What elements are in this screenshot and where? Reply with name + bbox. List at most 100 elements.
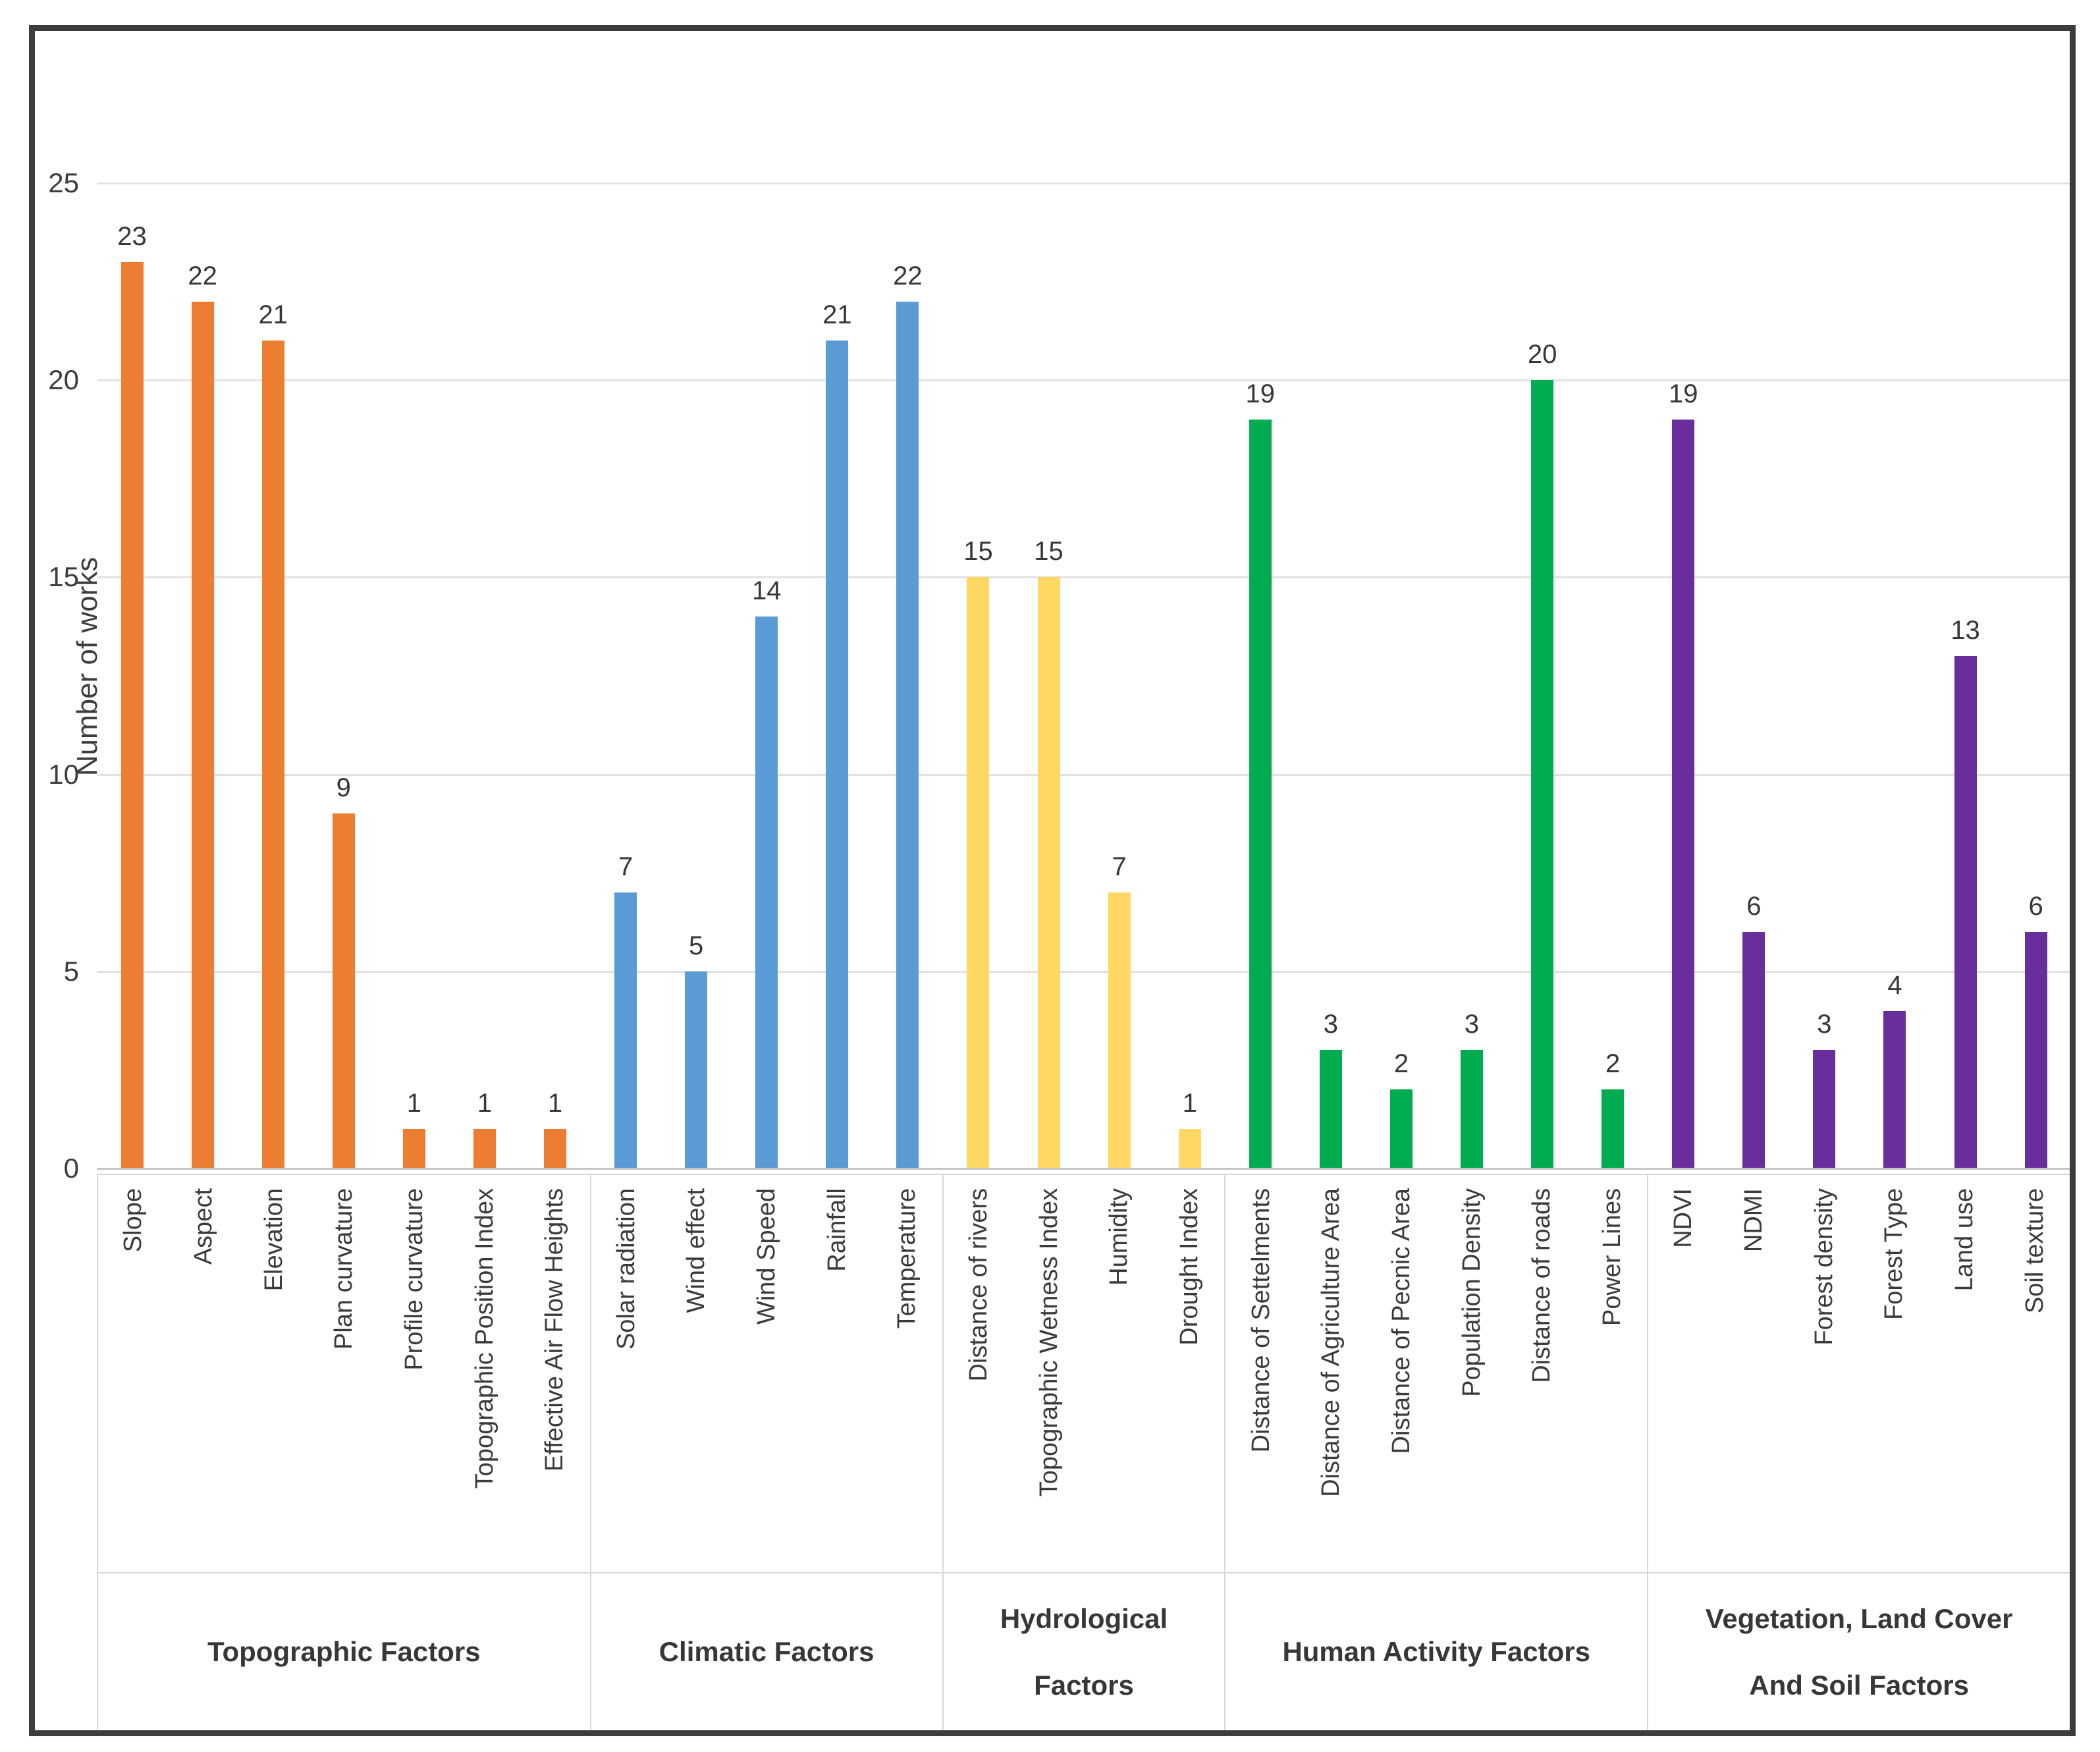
x-label-forest-type: Forest Type [1880,1188,1908,1320]
x-label-group-human-activity-factors: Distance of Settelments Distance of Agric… [1225,1175,1649,1572]
x-label-distance-of-pecnic-area: Distance of Pecnic Area [1387,1188,1415,1454]
bar-slot-soil-texture: 6 [2001,183,2071,1168]
x-axis-label-band: Slope Aspect Elevation Plan curvature Profil… [97,1174,2071,1572]
x-label-distance-of-rivers: Distance of rivers [965,1188,993,1382]
x-label-slot-elevation: Elevation [238,1188,309,1572]
bar-plan-curvature [332,813,355,1168]
category-hydrological-factors: Hydrological Factors [944,1574,1226,1731]
value-label-temperature: 22 [893,261,923,290]
x-label-humidity: Humidity [1105,1188,1133,1286]
bar-slot-slope: 23 [97,183,167,1168]
bar-slot-solar-radiation: 7 [591,183,661,1168]
x-label-distance-of-settelments: Distance of Settelments [1247,1188,1275,1453]
x-label-slot-population-density: Population Density [1436,1188,1507,1572]
x-label-slot-rainfall: Rainfall [801,1188,872,1572]
bar-slot-rainfall: 21 [802,183,873,1168]
bar-land-use [1954,656,1977,1168]
bar-distance-of-settelments [1249,420,1272,1168]
bar-population-density [1461,1050,1484,1168]
bar-elevation [261,341,284,1168]
x-label-slot-wind-effect: Wind effect [661,1188,732,1572]
value-label-distance-of-settelments: 19 [1245,379,1276,409]
gridline-20 [97,379,2071,382]
bar-slot-ndmi: 6 [1719,183,1789,1168]
value-label-distance-of-roads: 20 [1527,340,1557,370]
x-label-group-hydrological-factors: Distance of rivers Topographic Wetness In… [944,1175,1226,1572]
x-label-slot-distance-of-pecnic-area: Distance of Pecnic Area [1366,1188,1437,1572]
bar-profile-curvature [402,1129,425,1168]
x-label-slot-temperature: Temperature [872,1188,942,1572]
bar-effective-air-flow-heights [544,1129,566,1168]
bar-forest-type [1883,1010,1906,1168]
bar-slot-temperature: 22 [873,183,943,1168]
bar-humidity [1108,892,1131,1168]
bar-slot-wind-speed: 14 [732,183,802,1168]
value-label-slope: 23 [117,221,147,251]
bar-slot-topographic-position-index: 1 [449,183,520,1168]
category-vegetation-land-cover-and-soil-factors: Vegetation, Land Cover And Soil Factors [1648,1574,2070,1731]
category-label-text: Vegetation, Land Cover And Soil Factors [1705,1602,2013,1701]
bar-slot-ndvi: 19 [1648,183,1719,1168]
value-label-ndmi: 6 [1746,891,1762,921]
x-label-drought-index: Drought Index [1175,1188,1203,1346]
x-label-slot-land-use: Land use [1929,1188,2000,1572]
x-label-slot-topographic-position-index: Topographic Position Index [449,1188,520,1572]
category-label-text: Climatic Factors [659,1636,875,1668]
x-label-slot-soil-texture: Soil texture [1999,1188,2070,1572]
bar-temperature [896,301,919,1168]
bar-slot-profile-curvature: 1 [379,183,449,1168]
bar-distance-of-roads [1531,380,1554,1168]
value-label-distance-of-agriculture-area: 3 [1323,1010,1338,1039]
x-label-slot-wind-speed: Wind Speed [732,1188,802,1572]
value-label-wind-effect: 5 [689,931,704,960]
bar-slot-topographic-wetness-index: 15 [1013,183,1084,1168]
x-label-slot-distance-of-settelments: Distance of Settelments [1225,1188,1296,1572]
bar-topographic-position-index [473,1129,496,1168]
bar-slot-land-use: 13 [1930,183,2001,1168]
x-label-power-lines: Power Lines [1598,1188,1626,1327]
bar-slot-distance-of-settelments: 19 [1225,183,1295,1168]
x-label-group-topographic-factors: Slope Aspect Elevation Plan curvature Profil… [98,1175,591,1572]
value-label-power-lines: 2 [1605,1049,1621,1079]
value-label-distance-of-pecnic-area: 2 [1393,1049,1409,1079]
bar-slot-forest-density: 3 [1789,183,1860,1168]
x-label-slot-aspect: Aspect [169,1188,239,1572]
x-label-slot-distance-of-rivers: Distance of rivers [944,1188,1014,1572]
value-label-wind-speed: 14 [751,576,782,606]
x-label-temperature: Temperature [893,1188,921,1329]
x-label-slot-ndvi: NDVI [1648,1188,1719,1572]
x-label-plan-curvature: Plan curvature [330,1188,358,1350]
x-label-solar-radiation: Solar radiation [612,1188,640,1350]
x-label-topographic-position-index: Topographic Position Index [470,1188,498,1489]
value-label-plan-curvature: 9 [336,773,351,803]
plot-area: 23 22 21 9 1 1 1 7 5 14 21 22 15 15 7 1 19 3 2 3 20 2 19 6 3 4 13 6 [97,183,2071,1168]
x-label-slot-humidity: Humidity [1084,1188,1154,1572]
bar-solar-radiation [614,892,637,1168]
bar-wind-speed [755,616,778,1168]
x-label-slot-profile-curvature: Profile curvature [379,1188,450,1572]
value-label-topographic-wetness-index: 15 [1034,537,1063,566]
y-tick-10: 10 [48,758,79,790]
x-label-wind-speed: Wind Speed [753,1188,781,1325]
value-label-topographic-position-index: 1 [477,1089,493,1118]
y-tick-20: 20 [48,364,79,396]
value-label-effective-air-flow-heights: 1 [547,1089,563,1118]
category-topographic-factors: Topographic Factors [98,1574,591,1731]
bar-power-lines [1602,1089,1625,1168]
x-label-slope: Slope [119,1188,148,1253]
value-label-profile-curvature: 1 [406,1089,421,1118]
bar-slope [121,261,144,1168]
x-label-slot-drought-index: Drought Index [1154,1188,1225,1572]
x-label-distance-of-roads: Distance of roads [1528,1188,1556,1383]
bar-drought-index [1178,1129,1201,1168]
category-climatic-factors: Climatic Factors [591,1574,944,1731]
x-label-population-density: Population Density [1457,1188,1486,1397]
x-label-slot-topographic-wetness-index: Topographic Wetness Index [1013,1188,1084,1572]
bar-slot-population-density: 3 [1436,183,1507,1168]
value-label-aspect: 22 [188,261,217,290]
x-axis-line [97,1168,2071,1170]
bar-slot-elevation: 21 [238,183,308,1168]
x-label-wind-effect: Wind effect [682,1188,711,1313]
x-label-slot-forest-type: Forest Type [1859,1188,1929,1572]
value-label-forest-density: 3 [1817,1010,1832,1039]
